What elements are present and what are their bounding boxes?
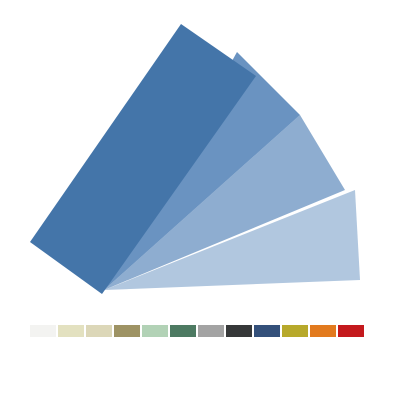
swatch-white xyxy=(30,325,56,337)
swatch-mint xyxy=(142,325,168,337)
swatch-red xyxy=(338,325,364,337)
swatch-gray xyxy=(198,325,224,337)
swatch-charcoal xyxy=(226,325,252,337)
swatch-olive xyxy=(114,325,140,337)
swatch-green xyxy=(170,325,196,337)
swatch-navy xyxy=(254,325,280,337)
swatch-beige xyxy=(86,325,112,337)
swatch-cream xyxy=(58,325,84,337)
color-swatch-row xyxy=(30,325,364,337)
swatch-orange xyxy=(310,325,336,337)
swatch-mustard xyxy=(282,325,308,337)
